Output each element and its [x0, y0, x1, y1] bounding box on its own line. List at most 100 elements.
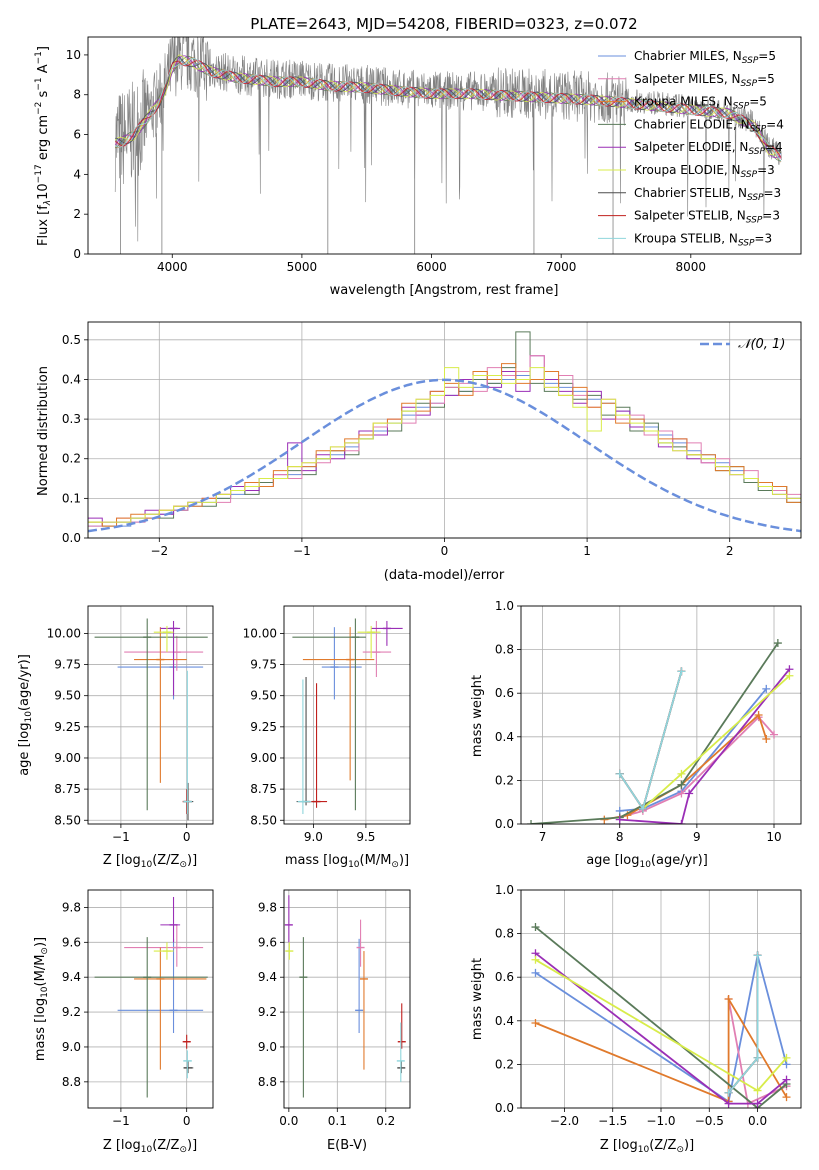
- label-text: )]: [399, 853, 409, 868]
- label-text: Flux [f: [36, 205, 51, 246]
- x-tick-label: 0: [183, 830, 191, 844]
- label-text: =5: [758, 49, 776, 63]
- x-tick-label: 5000: [287, 260, 318, 274]
- weight-point-marker: [531, 955, 540, 964]
- mass-vs-metallicity-xlabel: Z [log10(Z/Z⊙)]: [103, 1138, 197, 1155]
- label-subscript: SSP: [746, 216, 763, 226]
- legend-label: Salpeter MILES, NSSP=5: [634, 72, 775, 89]
- weight-point-marker: [762, 684, 771, 693]
- y-tick-label: 0.0: [495, 1101, 514, 1115]
- spectrum-ylabel: Flux [fλ10−17 erg cm−2 s−1 A−1]: [34, 46, 53, 246]
- mass-vs-ebv-xlabel: E(B-V): [327, 1138, 367, 1153]
- spectrum-xlabel: wavelength [Angstrom, rest frame]: [330, 283, 559, 298]
- x-tick-label: 0.2: [376, 1114, 395, 1128]
- age-vs-metallicity-xlabel: Z [log10(Z/Z⊙)]: [103, 853, 197, 870]
- y-tick-label: 0.4: [495, 730, 514, 744]
- label-text: (Z/Z: [152, 1138, 179, 1153]
- weight-point-marker: [531, 1018, 540, 1027]
- y-tick-label: 1.0: [495, 599, 514, 613]
- mass-vs-metallicity-panel: −1 08.89.09.29.49.69.8 Z [log10(Z/Z⊙)] ma…: [33, 889, 214, 1155]
- y-tick-label: 9.75: [54, 658, 81, 672]
- y-tick-label: 6: [73, 128, 81, 142]
- y-tick-label: 0.8: [495, 927, 514, 941]
- histogram-series: [88, 367, 801, 538]
- weight-point-marker: [724, 1099, 733, 1108]
- y-tick-label: 9.4: [258, 970, 277, 984]
- x-tick-label: −1: [112, 830, 130, 844]
- y-tick-label: 8.8: [62, 1075, 81, 1089]
- label-text: =3: [754, 231, 772, 245]
- model-fit-line: [114, 60, 782, 158]
- x-tick-label: −2: [150, 544, 168, 558]
- x-tick-label: 2: [726, 544, 734, 558]
- label-text: Kroupa ELODIE, N: [634, 163, 741, 177]
- weight-vs-age-ylabel: mass weight: [470, 675, 485, 757]
- weight-point-marker: [782, 1093, 791, 1102]
- label-text: Z [log: [103, 853, 141, 868]
- age_vs_Z-grid: [88, 606, 213, 824]
- x-tick-label: −1: [293, 544, 311, 558]
- label-text: 10: [36, 183, 51, 200]
- label-text: Salpeter STELIB, N: [634, 209, 746, 223]
- label-superscript: −17: [34, 164, 44, 183]
- label-superscript: −1: [34, 51, 44, 64]
- label-text: =4: [765, 140, 783, 154]
- x-tick-label: −2.0: [550, 1114, 579, 1128]
- label-text: age [log: [586, 853, 639, 868]
- label-subscript: 10: [141, 1145, 153, 1155]
- weight-point-marker: [785, 671, 794, 680]
- label-subscript: SSP: [742, 56, 759, 66]
- label-text: age [log: [17, 723, 32, 776]
- label-subscript: SSP: [747, 193, 764, 203]
- label-text: (age/yr)]: [17, 654, 32, 711]
- y-tick-label: 10.00: [47, 626, 81, 640]
- label-subscript: 10: [141, 860, 153, 870]
- x-tick-label: 6000: [416, 260, 447, 274]
- age-vs-mass-panel: 9.0 9.5 8.50 8.75 9.00 9.25 9.50 9.75 10.00 mass…: [243, 605, 411, 870]
- label-text: (Z/Z: [152, 853, 179, 868]
- mass-vs-ebv-panel: 0.0 0.1 0.2 8.8 9.0 9.2 9.4 9.6 9.8 E(B-V): [258, 889, 411, 1153]
- label-subscript: SSP: [733, 102, 750, 112]
- y-tick-label: 9.6: [258, 935, 277, 949]
- y-tick-label: 9.0: [62, 1040, 81, 1054]
- weight-series-line: [619, 688, 767, 812]
- y-tick-label: 0.3: [62, 412, 81, 426]
- y-tick-label: 9.2: [258, 1005, 277, 1019]
- label-text: Z [log: [103, 1138, 141, 1153]
- age_vs_Z-data: [94, 618, 208, 821]
- weight-point-marker: [753, 1099, 762, 1108]
- weight-point-marker: [724, 1088, 733, 1097]
- y-tick-label: 10: [66, 48, 81, 62]
- label-subscript: 10: [348, 860, 360, 870]
- x-tick-label: −1.5: [598, 1114, 627, 1128]
- weight-point-marker: [677, 769, 686, 778]
- model-fit-line: [114, 56, 781, 161]
- y-tick-label: 4: [73, 167, 81, 181]
- label-subscript: 10: [639, 860, 651, 870]
- y-tick-label: 8.50: [54, 813, 81, 827]
- weight_vs_age-data: [527, 639, 794, 824]
- weight-point-marker: [527, 820, 536, 824]
- label-text: )]: [187, 853, 197, 868]
- label-superscript: −2: [34, 102, 44, 115]
- label-text: Z [log: [600, 1138, 638, 1153]
- x-tick-label: −1.0: [646, 1114, 675, 1128]
- label-text: Salpeter MILES, N: [634, 72, 741, 86]
- weight-point-marker: [677, 780, 686, 789]
- weight-point-marker: [724, 995, 733, 1003]
- label-text: Chabrier MILES, N: [634, 49, 742, 63]
- y-tick-label: 9.50: [54, 689, 81, 703]
- label-text: =3: [757, 163, 775, 177]
- age_vs_mass-grid: [284, 606, 410, 824]
- y-tick-label: 0.6: [495, 970, 514, 984]
- label-superscript: −1: [34, 77, 44, 90]
- y-tick-label: 9.50: [250, 689, 277, 703]
- y-tick-label: 9.00: [54, 751, 81, 765]
- y-tick-label: 9.8: [62, 900, 81, 914]
- label-subscript: SSP: [750, 124, 767, 134]
- label-text: mass [log: [33, 998, 48, 1061]
- label-text: ]: [36, 46, 51, 51]
- residual-ylabel: Normed distribution: [36, 366, 51, 496]
- weight-point-marker: [677, 667, 686, 676]
